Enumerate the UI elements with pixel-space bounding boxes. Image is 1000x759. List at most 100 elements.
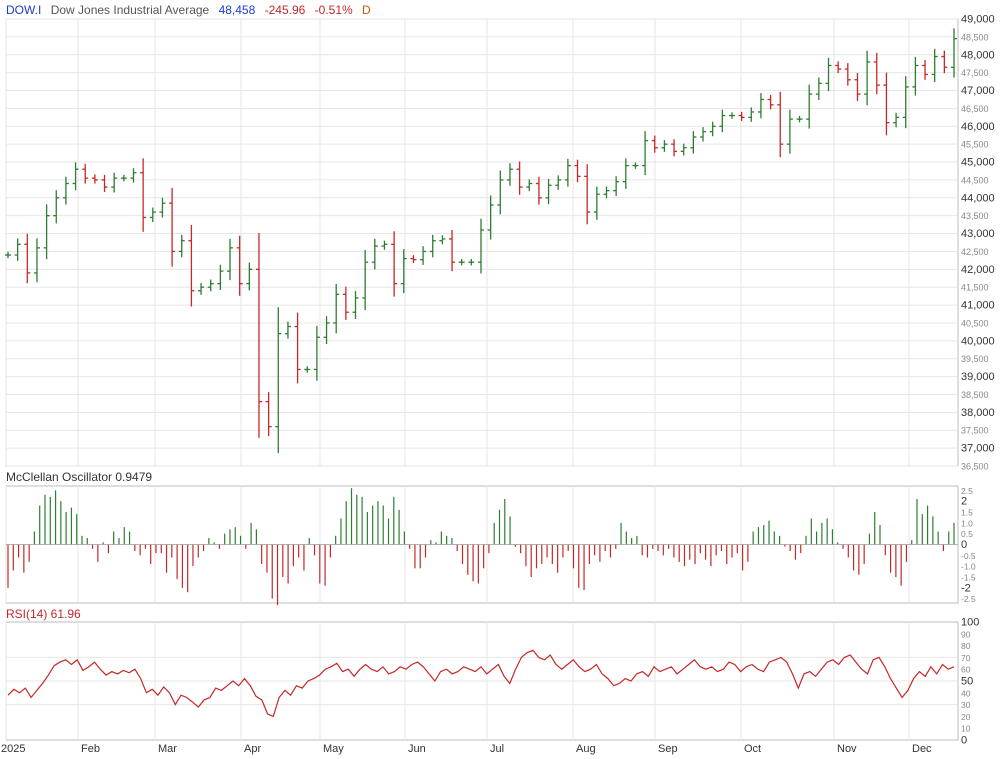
price-bar	[516, 161, 523, 195]
price-bar	[72, 162, 79, 191]
price-bar	[526, 179, 533, 192]
price-bar	[458, 258, 465, 266]
price-bar	[806, 84, 813, 129]
rsi-tick-label: 40	[961, 688, 971, 698]
price-tick-label: 38,500	[961, 390, 989, 400]
index-name-label: Dow Jones Industrial Average	[50, 3, 210, 17]
price-tick-label: 43,500	[961, 211, 989, 221]
price-tick-label: 46,500	[961, 104, 989, 114]
price-bar	[535, 176, 542, 205]
price-tick-label: 45,000	[961, 157, 995, 169]
price-bar	[883, 72, 890, 136]
price-bar	[236, 235, 243, 296]
x-axis-label: Jun	[408, 743, 426, 755]
price-bar	[506, 163, 513, 186]
price-bar	[120, 174, 127, 182]
symbol-label[interactable]: DOW.I	[6, 3, 42, 17]
price-bar	[352, 291, 359, 320]
price-bar	[33, 238, 40, 283]
rsi-title: RSI(14) 61.96	[6, 607, 81, 621]
price-tick-label: 48,500	[961, 32, 989, 42]
price-bar	[690, 131, 697, 154]
rsi-tick-label: 60	[961, 665, 971, 675]
price-bar	[159, 197, 166, 218]
price-bar	[680, 143, 687, 156]
price-bar	[149, 207, 156, 223]
rsi-tick-label: 50	[961, 676, 973, 688]
rsi-tick-label: 0	[961, 735, 967, 747]
price-bar	[613, 176, 620, 197]
price-tick-label: 38,000	[961, 407, 995, 419]
price-bar	[217, 264, 224, 290]
price-bar	[207, 279, 214, 292]
price-bar	[342, 286, 349, 320]
price-tick-label: 44,000	[961, 192, 995, 204]
mcclellan-tick-label: 0	[961, 539, 967, 551]
price-bar	[91, 174, 98, 184]
x-axis-label: Sep	[658, 743, 678, 755]
price-bar	[449, 229, 456, 272]
price-bar	[381, 240, 388, 250]
price-bar	[545, 178, 552, 205]
price-bar	[169, 187, 176, 267]
price-tick-label: 42,000	[961, 264, 995, 276]
x-axis-label: 2025	[1, 743, 25, 755]
mcclellan-title: McClellan Oscillator 0.9479	[6, 470, 153, 484]
price-bar	[632, 162, 639, 169]
price-bar	[584, 164, 591, 225]
price-bar	[951, 28, 957, 78]
price-bar	[738, 111, 745, 122]
x-axis-label: Oct	[744, 743, 761, 755]
price-bar	[854, 72, 861, 101]
price-tick-label: 43,000	[961, 228, 995, 240]
price-bar	[487, 195, 494, 240]
price-bar	[902, 76, 909, 129]
price-bar	[671, 139, 678, 157]
price-bar	[777, 91, 784, 158]
mcclellan-tick-label: -2.5	[961, 594, 976, 604]
change-label: -245.96	[264, 3, 306, 17]
price-tick-label: 37,500	[961, 426, 989, 436]
price-bar	[468, 258, 475, 266]
price-bar	[24, 233, 31, 284]
price-bar	[391, 231, 398, 297]
x-axis-label: Nov	[837, 743, 857, 755]
price-tick-label: 37,000	[961, 443, 995, 455]
price-bar	[275, 307, 282, 454]
price-tick-label: 48,000	[961, 49, 995, 61]
period-label[interactable]: D	[362, 3, 371, 17]
price-tick-label: 47,000	[961, 85, 995, 97]
chart-header: DOW.I Dow Jones Industrial Average 48,45…	[6, 3, 377, 17]
mcclellan-tick-label: -1.5	[961, 573, 976, 583]
price-tick-label: 46,000	[961, 121, 995, 133]
price-bar	[922, 60, 929, 80]
price-bar	[130, 168, 137, 183]
price-tick-label: 39,500	[961, 354, 989, 364]
price-tick-label: 44,500	[961, 175, 989, 185]
price-bar	[709, 121, 716, 137]
price-bar	[478, 218, 484, 274]
price-bar	[893, 112, 900, 128]
x-axis-label: Mar	[158, 743, 177, 755]
mcclellan-tick-label: -2	[961, 582, 971, 594]
price-bar	[333, 283, 340, 334]
price-bar	[178, 234, 185, 258]
price-tick-label: 39,000	[961, 371, 995, 383]
price-bar	[941, 50, 948, 74]
price-bar	[825, 57, 832, 92]
x-axis-label: Aug	[576, 743, 596, 755]
price-tick-label: 42,500	[961, 247, 989, 257]
price-bar	[410, 255, 417, 264]
price-bar	[497, 170, 504, 215]
price-tick-label: 47,500	[961, 68, 989, 78]
price-bar	[593, 186, 600, 220]
price-bar	[622, 158, 629, 189]
price-bar	[661, 140, 668, 152]
change-percent-label: -0.51%	[314, 3, 353, 17]
price-bar	[757, 93, 764, 119]
price-bar	[844, 63, 851, 86]
price-bar	[642, 131, 649, 176]
price-tick-label: 40,500	[961, 318, 989, 328]
x-axis-label: May	[323, 743, 344, 755]
